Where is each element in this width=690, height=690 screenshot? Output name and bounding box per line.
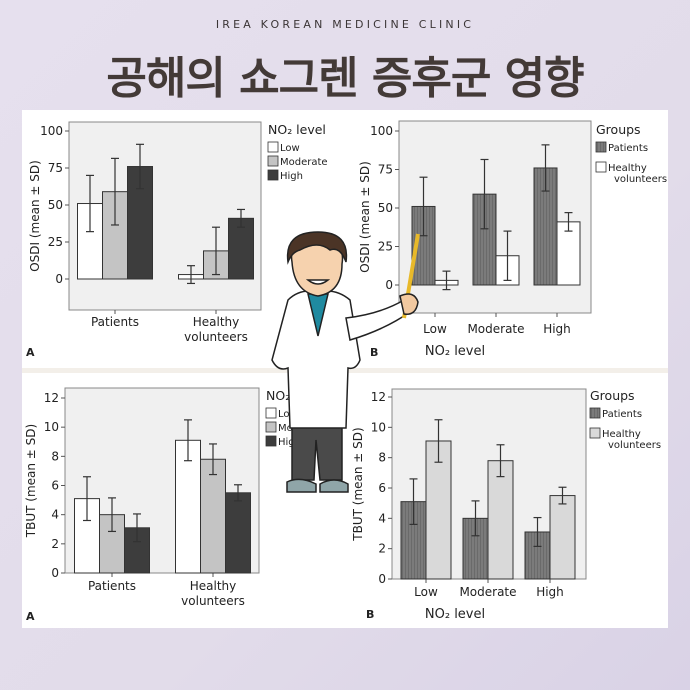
clinic-brand: IREA KOREAN MEDICINE CLINIC xyxy=(215,18,475,31)
legend-swatch xyxy=(267,169,279,181)
bar-moderate xyxy=(200,458,226,574)
legend-entry: High xyxy=(280,171,303,182)
bar-low xyxy=(175,439,201,574)
y-tick-label: 25 xyxy=(378,240,393,254)
legend-swatch xyxy=(589,407,601,419)
x-axis-label: NO₂ level xyxy=(425,607,485,622)
legend-entry: Patients xyxy=(608,143,648,154)
bar-healthy-volunteers xyxy=(549,495,576,580)
x-tick-label: Patients xyxy=(91,315,139,329)
y-tick-label: 0 xyxy=(385,278,393,292)
legend: Groups Patients Healthy volunteers xyxy=(589,388,661,451)
x-tick-label: Low xyxy=(414,585,438,599)
y-tick-label: 50 xyxy=(48,198,63,212)
legend-swatch xyxy=(267,141,279,153)
x-tick-label: High xyxy=(536,585,564,599)
y-tick-label: 4 xyxy=(51,508,59,522)
y-tick-label: 10 xyxy=(371,420,386,434)
y-tick-label: 0 xyxy=(378,572,386,586)
legend-entry: Patients xyxy=(602,409,642,420)
legend-swatch xyxy=(265,421,277,433)
y-tick-label: 12 xyxy=(44,391,59,405)
legend-swatch xyxy=(265,435,277,447)
chart-1: 0 25 50 75 100 OSDI (mean ± SD) Patients Health… xyxy=(26,121,328,359)
x-tick-label: Moderate xyxy=(467,322,524,336)
y-tick-label: 100 xyxy=(370,124,393,138)
shoe xyxy=(319,479,349,493)
y-tick-label: 100 xyxy=(40,124,63,138)
panel-label: B xyxy=(366,608,374,621)
y-tick-label: 4 xyxy=(378,511,386,525)
chart-4: 0 2 4 6 8 10 12 TBUT (mean ± SD) Low Moderate High… xyxy=(351,388,661,622)
x-tick-label: Moderate xyxy=(459,585,516,599)
y-tick-label: 0 xyxy=(51,566,59,580)
y-tick-label: 6 xyxy=(378,481,386,495)
x-tick-label: Healthy volunteers xyxy=(184,315,248,344)
panel-label: A xyxy=(26,346,35,359)
legend-entry: Moderate xyxy=(280,157,328,168)
x-tick-label: Healthy volunteers xyxy=(181,579,245,608)
hair xyxy=(286,231,348,265)
legend-title: NO₂ level xyxy=(268,122,326,137)
legend-entry: Low xyxy=(278,409,298,420)
y-axis-label: TBUT (mean ± SD) xyxy=(24,424,38,538)
y-tick-label: 2 xyxy=(51,537,59,551)
y-tick-label: 50 xyxy=(378,201,393,215)
y-tick-label: 75 xyxy=(48,161,63,175)
x-tick-label: Low xyxy=(423,322,447,336)
page-title: 공해의 쇼그렌 증후군 영향 xyxy=(106,53,584,104)
smile xyxy=(305,279,331,285)
y-tick-label: 75 xyxy=(378,163,393,177)
x-axis-label: NO₂ level xyxy=(425,344,485,359)
legend: Groups Patients Healthy volunteers xyxy=(595,122,667,185)
legend-swatch xyxy=(589,427,601,439)
y-tick-label: 0 xyxy=(55,272,63,286)
y-tick-label: 2 xyxy=(378,542,386,556)
shoe xyxy=(286,478,317,493)
legend-swatch xyxy=(265,407,277,419)
legend-swatch xyxy=(595,161,607,173)
legend-entry: High xyxy=(278,437,301,448)
y-tick-label: 25 xyxy=(48,235,63,249)
y-tick-label: 8 xyxy=(378,451,386,465)
legend-swatch xyxy=(595,141,607,153)
y-axis-label: OSDI (mean ± SD) xyxy=(358,161,372,273)
panel-label: A xyxy=(26,610,35,623)
chart-2: 0 25 50 75 100 OSDI (mean ± SD) Low Moderate Hig… xyxy=(358,120,667,359)
legend-title: Groups xyxy=(590,388,635,403)
legend-title: Groups xyxy=(596,122,641,137)
legend: NO₂ level Low Moderate High xyxy=(267,122,328,182)
y-tick-label: 6 xyxy=(51,479,59,493)
legend-entry: Healthy volunteers xyxy=(602,429,661,451)
bar-high xyxy=(228,217,254,280)
doctor-with-pointer-icon xyxy=(271,231,420,493)
legend-entry: Low xyxy=(280,143,300,154)
bar-healthy-volunteers xyxy=(487,460,514,580)
hand xyxy=(399,293,419,315)
y-axis-label: TBUT (mean ± SD) xyxy=(351,427,365,541)
x-tick-label: Patients xyxy=(88,579,136,593)
panel-label: B xyxy=(370,346,378,359)
y-tick-label: 8 xyxy=(51,449,59,463)
x-tick-label: High xyxy=(543,322,571,336)
bar-high xyxy=(225,492,251,574)
legend-swatch xyxy=(267,155,279,167)
legend-entry: Healthy volunteers xyxy=(608,163,667,185)
y-tick-label: 12 xyxy=(371,390,386,404)
y-tick-label: 10 xyxy=(44,420,59,434)
y-axis-label: OSDI (mean ± SD) xyxy=(28,160,42,272)
